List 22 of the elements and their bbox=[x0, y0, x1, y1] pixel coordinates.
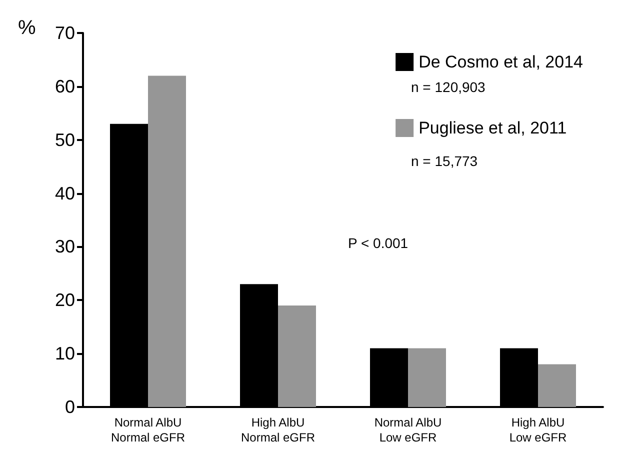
bar bbox=[538, 364, 576, 407]
y-tick-label: 50 bbox=[54, 130, 75, 150]
y-axis-title: % bbox=[18, 17, 36, 39]
y-tick-label: 40 bbox=[54, 183, 75, 204]
y-tick-label: 60 bbox=[54, 76, 75, 96]
legend-label: De Cosmo et al, 2014 bbox=[418, 52, 583, 72]
x-tick-label: Normal AlbU Normal eGFR bbox=[110, 416, 186, 444]
legend-label: Pugliese et al, 2011 bbox=[418, 118, 567, 138]
annotation: n = 120,903 bbox=[411, 79, 486, 95]
x-tick-label: High AlbU Normal eGFR bbox=[240, 416, 316, 444]
bar bbox=[278, 305, 316, 407]
annotation: n = 15,773 bbox=[411, 153, 478, 169]
x-tick-label: Normal AlbU Low eGFR bbox=[374, 416, 442, 444]
y-tick-label: 20 bbox=[54, 290, 75, 310]
y-tick-label: 70 bbox=[54, 23, 75, 43]
bar bbox=[408, 348, 446, 407]
annotation: P < 0.001 bbox=[348, 235, 408, 251]
bar bbox=[148, 76, 186, 407]
x-tick-label: High AlbU Low eGFR bbox=[509, 416, 568, 444]
y-tick-label: 10 bbox=[54, 344, 75, 364]
y-tick-label: 30 bbox=[54, 236, 75, 257]
y-tick-label: 0 bbox=[64, 397, 75, 417]
